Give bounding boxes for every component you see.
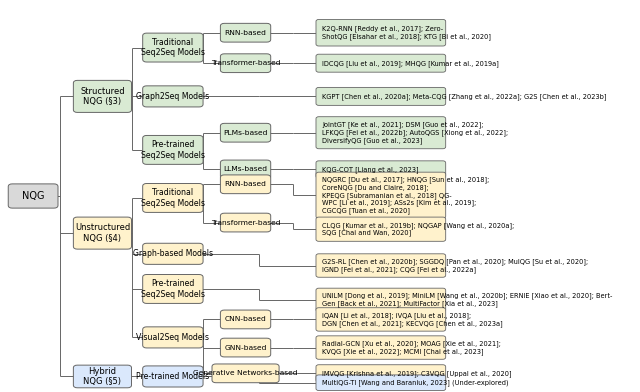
Text: RNN-based: RNN-based	[225, 181, 266, 187]
Text: IMVQG [Krishna et al., 2019]; C3VQG [Uppal et al., 2020]: IMVQG [Krishna et al., 2019]; C3VQG [Upp…	[322, 370, 512, 377]
FancyBboxPatch shape	[143, 33, 203, 62]
FancyBboxPatch shape	[220, 310, 271, 329]
Text: Pre-trained
Seq2Seq Models: Pre-trained Seq2Seq Models	[141, 140, 205, 160]
Text: JointGT [Ke et al., 2021]; DSM [Guo et al., 2022];
LFKQG [Fei et al., 2022b]; Au: JointGT [Ke et al., 2021]; DSM [Guo et a…	[322, 122, 508, 144]
Text: CLQG [Kumar et al., 2019b]; NQGAP [Wang et al., 2020a];
SQG [Chai and Wan, 2020]: CLQG [Kumar et al., 2019b]; NQGAP [Wang …	[322, 222, 515, 236]
FancyBboxPatch shape	[143, 86, 203, 107]
FancyBboxPatch shape	[220, 24, 271, 42]
FancyBboxPatch shape	[143, 366, 203, 387]
Text: K2Q-RNN [Reddy et al., 2017]; Zero-
ShotQG [Elsahar et al., 2018]; KTG [Bi et al: K2Q-RNN [Reddy et al., 2017]; Zero- Shot…	[322, 25, 491, 40]
Text: Transformer-based: Transformer-based	[211, 220, 280, 225]
Text: CNN-based: CNN-based	[225, 316, 266, 323]
FancyBboxPatch shape	[143, 327, 203, 348]
FancyBboxPatch shape	[74, 80, 131, 113]
Text: iQAN [Li et al., 2018]; iVQA [Liu et al., 2018];
DGN [Chen et al., 2021]; KECVQG: iQAN [Li et al., 2018]; iVQA [Liu et al.…	[322, 312, 503, 327]
Text: Graph-based Models: Graph-based Models	[133, 249, 213, 258]
FancyBboxPatch shape	[316, 117, 445, 149]
FancyBboxPatch shape	[74, 217, 131, 249]
Text: G2S-RL [Chen et al., 2020b]; SGGDQ [Pan et al., 2020]; MulQG [Su et al., 2020];
: G2S-RL [Chen et al., 2020b]; SGGDQ [Pan …	[322, 258, 588, 273]
Text: NQGRC [Du et al., 2017]; HNQG [Sun et al., 2018];
CoreNQG [Du and Claire, 2018];: NQGRC [Du et al., 2017]; HNQG [Sun et al…	[322, 176, 490, 214]
FancyBboxPatch shape	[316, 308, 445, 331]
Text: GNN-based: GNN-based	[225, 345, 267, 350]
FancyBboxPatch shape	[220, 175, 271, 194]
FancyBboxPatch shape	[220, 54, 271, 73]
FancyBboxPatch shape	[316, 254, 445, 277]
FancyBboxPatch shape	[74, 365, 131, 388]
Text: Transformer-based: Transformer-based	[211, 60, 280, 66]
Text: UNILM [Dong et al., 2019]; MiniLM [Wang et al., 2020b]; ERNIE [Xiao et al., 2020: UNILM [Dong et al., 2019]; MiniLM [Wang …	[322, 293, 612, 307]
FancyBboxPatch shape	[316, 161, 445, 178]
Text: LLMs-based: LLMs-based	[223, 167, 268, 172]
Text: Generative Networks-based: Generative Networks-based	[193, 370, 298, 376]
Text: KGPT [Chen et al., 2020a]; Meta-CQG [Zhang et al., 2022a]; G2S [Chen et al., 202: KGPT [Chen et al., 2020a]; Meta-CQG [Zha…	[322, 93, 607, 100]
Text: Visual2Seq Models: Visual2Seq Models	[136, 333, 209, 342]
FancyBboxPatch shape	[316, 20, 445, 46]
Text: PLMs-based: PLMs-based	[223, 130, 268, 136]
Text: KQG-COT [Liang et al., 2023]: KQG-COT [Liang et al., 2023]	[322, 166, 419, 173]
FancyBboxPatch shape	[8, 184, 58, 208]
Text: Traditional
Seq2Seq Models: Traditional Seq2Seq Models	[141, 188, 205, 208]
Text: Pre-trained
Seq2Seq Models: Pre-trained Seq2Seq Models	[141, 279, 205, 299]
Text: Unstructured
NQG (§4): Unstructured NQG (§4)	[75, 223, 130, 243]
FancyBboxPatch shape	[316, 365, 445, 382]
FancyBboxPatch shape	[316, 87, 445, 105]
Text: NQG: NQG	[22, 191, 44, 201]
FancyBboxPatch shape	[316, 336, 445, 359]
FancyBboxPatch shape	[316, 217, 445, 241]
FancyBboxPatch shape	[220, 160, 271, 179]
Text: MultiQG-TI [Wang and Baraniuk, 2023] (Under-explored): MultiQG-TI [Wang and Baraniuk, 2023] (Un…	[322, 379, 509, 386]
FancyBboxPatch shape	[220, 338, 271, 357]
Text: RNN-based: RNN-based	[225, 30, 266, 36]
FancyBboxPatch shape	[316, 54, 445, 72]
Text: Pre-trained Models: Pre-trained Models	[136, 372, 209, 381]
FancyBboxPatch shape	[316, 288, 445, 312]
FancyBboxPatch shape	[220, 213, 271, 232]
Text: Graph2Seq Models: Graph2Seq Models	[136, 92, 209, 101]
FancyBboxPatch shape	[220, 123, 271, 142]
FancyBboxPatch shape	[316, 172, 445, 218]
Text: IDCQG [Liu et al., 2019]; MHQG [Kumar et al., 2019a]: IDCQG [Liu et al., 2019]; MHQG [Kumar et…	[322, 60, 499, 67]
FancyBboxPatch shape	[143, 243, 203, 264]
FancyBboxPatch shape	[143, 274, 203, 303]
FancyBboxPatch shape	[143, 183, 203, 212]
FancyBboxPatch shape	[143, 136, 203, 164]
FancyBboxPatch shape	[316, 375, 445, 390]
Text: Traditional
Seq2Seq Models: Traditional Seq2Seq Models	[141, 38, 205, 57]
FancyBboxPatch shape	[212, 364, 279, 383]
Text: Structured
NQG (§3): Structured NQG (§3)	[80, 87, 125, 106]
Text: Radial-GCN [Xu et al., 2020]; MOAG [Xie et al., 2021];
KVQG [Xie et al., 2022]; : Radial-GCN [Xu et al., 2020]; MOAG [Xie …	[322, 340, 501, 355]
Text: Hybrid
NQG (§5): Hybrid NQG (§5)	[83, 367, 122, 386]
